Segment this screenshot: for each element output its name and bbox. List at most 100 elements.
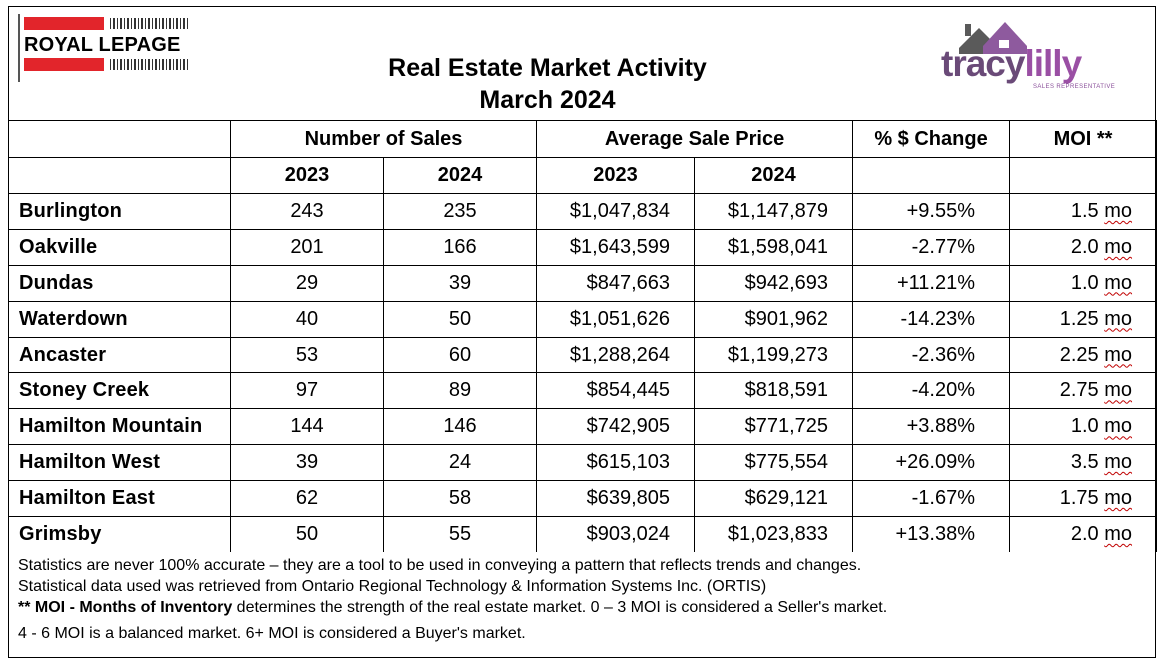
moi-unit: mo <box>1104 343 1133 366</box>
sales-2023-cell: 97 <box>230 372 384 409</box>
price-2023-cell: $1,288,264 <box>536 336 696 373</box>
moi-value: 2.75 <box>1059 379 1099 402</box>
sales-2023-cell: 201 <box>230 228 384 266</box>
moi-unit: mo <box>1104 379 1133 402</box>
document-title: Real Estate Market Activity March 2024 <box>380 52 715 116</box>
header-number-of-sales: Number of Sales <box>229 120 538 158</box>
change-cell: -4.20% <box>852 372 1011 409</box>
sales-2024-cell: 24 <box>382 444 538 481</box>
price-2024-cell: $1,147,879 <box>694 193 854 230</box>
table-row: Hamilton East 62 58 $639,805 $629,121 -1.67% 1… <box>8 480 1158 517</box>
tracylilly-logo: tracylilly SALES REPRESENTATIVE <box>935 18 1125 96</box>
moi-value: 1.0 <box>1070 271 1099 294</box>
note-moi-sellers: determines the strength of the real esta… <box>232 599 888 616</box>
subheader-moi-blank <box>1009 157 1158 194</box>
moi-unit: mo <box>1104 522 1133 545</box>
table-row: Grimsby 50 55 $903,024 $1,023,833 +13.38% 2.0 … <box>8 516 1158 552</box>
moi-cell: 2.25 mo <box>1009 336 1158 373</box>
price-2024-cell: $1,199,273 <box>694 336 854 373</box>
price-2024-cell: $771,725 <box>694 408 854 445</box>
change-cell: -1.67% <box>852 480 1011 517</box>
sales-2024-cell: 60 <box>382 336 538 373</box>
header-moi: MOI ** <box>1009 120 1158 158</box>
sales-2023-cell: 50 <box>230 516 384 552</box>
sales-2023-cell: 53 <box>230 336 384 373</box>
table-row: Hamilton West 39 24 $615,103 $775,554 +26.09%… <box>8 444 1158 481</box>
sales-2023-cell: 243 <box>230 193 384 230</box>
change-cell: +9.55% <box>852 193 1011 230</box>
moi-unit: mo <box>1104 451 1133 474</box>
city-cell: Dundas <box>8 264 231 302</box>
moi-unit: mo <box>1104 271 1133 294</box>
price-2023-cell: $854,445 <box>536 372 696 409</box>
sales-2023-cell: 144 <box>230 408 384 445</box>
note-moi-term: ** MOI - Months of Inventory <box>18 599 233 616</box>
table-row: Waterdown 40 50 $1,051,626 $901,962 -14.23% 1.… <box>8 300 1158 338</box>
subheader-price-2024: 2024 <box>694 157 854 194</box>
sales-2024-cell: 235 <box>382 193 538 230</box>
price-2023-cell: $639,805 <box>536 480 696 517</box>
sales-2024-cell: 58 <box>382 480 538 517</box>
logo-stripes-bottom <box>110 59 190 70</box>
change-cell: -14.23% <box>852 300 1011 338</box>
moi-cell: 2.75 mo <box>1009 372 1158 409</box>
moi-cell: 1.25 mo <box>1009 300 1158 338</box>
city-cell: Oakville <box>8 228 231 266</box>
market-activity-table: Number of Sales Average Sale Price % $ C… <box>8 120 1158 552</box>
moi-value: 2.0 <box>1070 235 1099 258</box>
moi-cell: 1.75 mo <box>1009 480 1158 517</box>
city-cell: Burlington <box>8 193 231 230</box>
footnotes: Statistics are never 100% accurate – the… <box>18 555 1148 644</box>
city-cell: Hamilton West <box>8 444 231 481</box>
moi-value: 1.25 <box>1059 307 1099 330</box>
table-row: Hamilton Mountain 144 146 $742,905 $771,725 +… <box>8 408 1158 445</box>
price-2024-cell: $629,121 <box>694 480 854 517</box>
note-moi-balanced: 4 - 6 MOI is a balanced market. 6+ MOI i… <box>18 625 526 642</box>
subheader-price-2023: 2023 <box>536 157 696 194</box>
note-accuracy: Statistics are never 100% accurate – the… <box>18 557 862 574</box>
sales-2023-cell: 29 <box>230 264 384 302</box>
change-cell: -2.77% <box>852 228 1011 266</box>
price-2024-cell: $901,962 <box>694 300 854 338</box>
price-2024-cell: $1,598,041 <box>694 228 854 266</box>
price-2023-cell: $847,663 <box>536 264 696 302</box>
moi-value: 1.0 <box>1070 415 1099 438</box>
subheader-sales-2023: 2023 <box>230 157 384 194</box>
sales-2024-cell: 39 <box>382 264 538 302</box>
table-row: Dundas 29 39 $847,663 $942,693 +11.21% 1.0 mo <box>8 264 1158 302</box>
house-roof-icon <box>959 22 1027 54</box>
subheader-change-blank <box>852 157 1011 194</box>
moi-cell: 1.0 mo <box>1009 264 1158 302</box>
logo-red-bar-top <box>24 17 104 30</box>
table-row: Burlington 243 235 $1,047,834 $1,147,879 +9.5… <box>8 193 1158 230</box>
price-2024-cell: $775,554 <box>694 444 854 481</box>
change-cell: +3.88% <box>852 408 1011 445</box>
tracylilly-subtitle: SALES REPRESENTATIVE <box>1033 84 1116 90</box>
city-cell: Ancaster <box>8 336 231 373</box>
sales-2023-cell: 40 <box>230 300 384 338</box>
price-2024-cell: $818,591 <box>694 372 854 409</box>
change-cell: +11.21% <box>852 264 1011 302</box>
moi-cell: 3.5 mo <box>1009 444 1158 481</box>
moi-cell: 2.0 mo <box>1009 516 1158 552</box>
city-cell: Waterdown <box>8 300 231 338</box>
table-row: Ancaster 53 60 $1,288,264 $1,199,273 -2.36% 2.… <box>8 336 1158 373</box>
header-blank <box>8 120 231 158</box>
price-2023-cell: $1,051,626 <box>536 300 696 338</box>
note-moi-definition: ** MOI - Months of Inventory determines … <box>18 597 1148 618</box>
sales-2023-cell: 62 <box>230 480 384 517</box>
subheader-sales-2024: 2024 <box>382 157 538 194</box>
tracylilly-wordmark: tracylilly <box>941 43 1082 84</box>
moi-unit: mo <box>1104 487 1133 510</box>
price-2023-cell: $1,047,834 <box>536 193 696 230</box>
note-source: Statistical data used was retrieved from… <box>18 578 767 595</box>
change-cell: -2.36% <box>852 336 1011 373</box>
price-2024-cell: $942,693 <box>694 264 854 302</box>
moi-cell: 1.0 mo <box>1009 408 1158 445</box>
table-row: Stoney Creek 97 89 $854,445 $818,591 -4.20% 2.… <box>8 372 1158 409</box>
city-cell: Hamilton East <box>8 480 231 517</box>
table-row: Oakville 201 166 $1,643,599 $1,598,041 -2.77%… <box>8 228 1158 266</box>
moi-value: 2.0 <box>1070 522 1099 545</box>
city-cell: Grimsby <box>8 516 231 552</box>
sales-2024-cell: 89 <box>382 372 538 409</box>
